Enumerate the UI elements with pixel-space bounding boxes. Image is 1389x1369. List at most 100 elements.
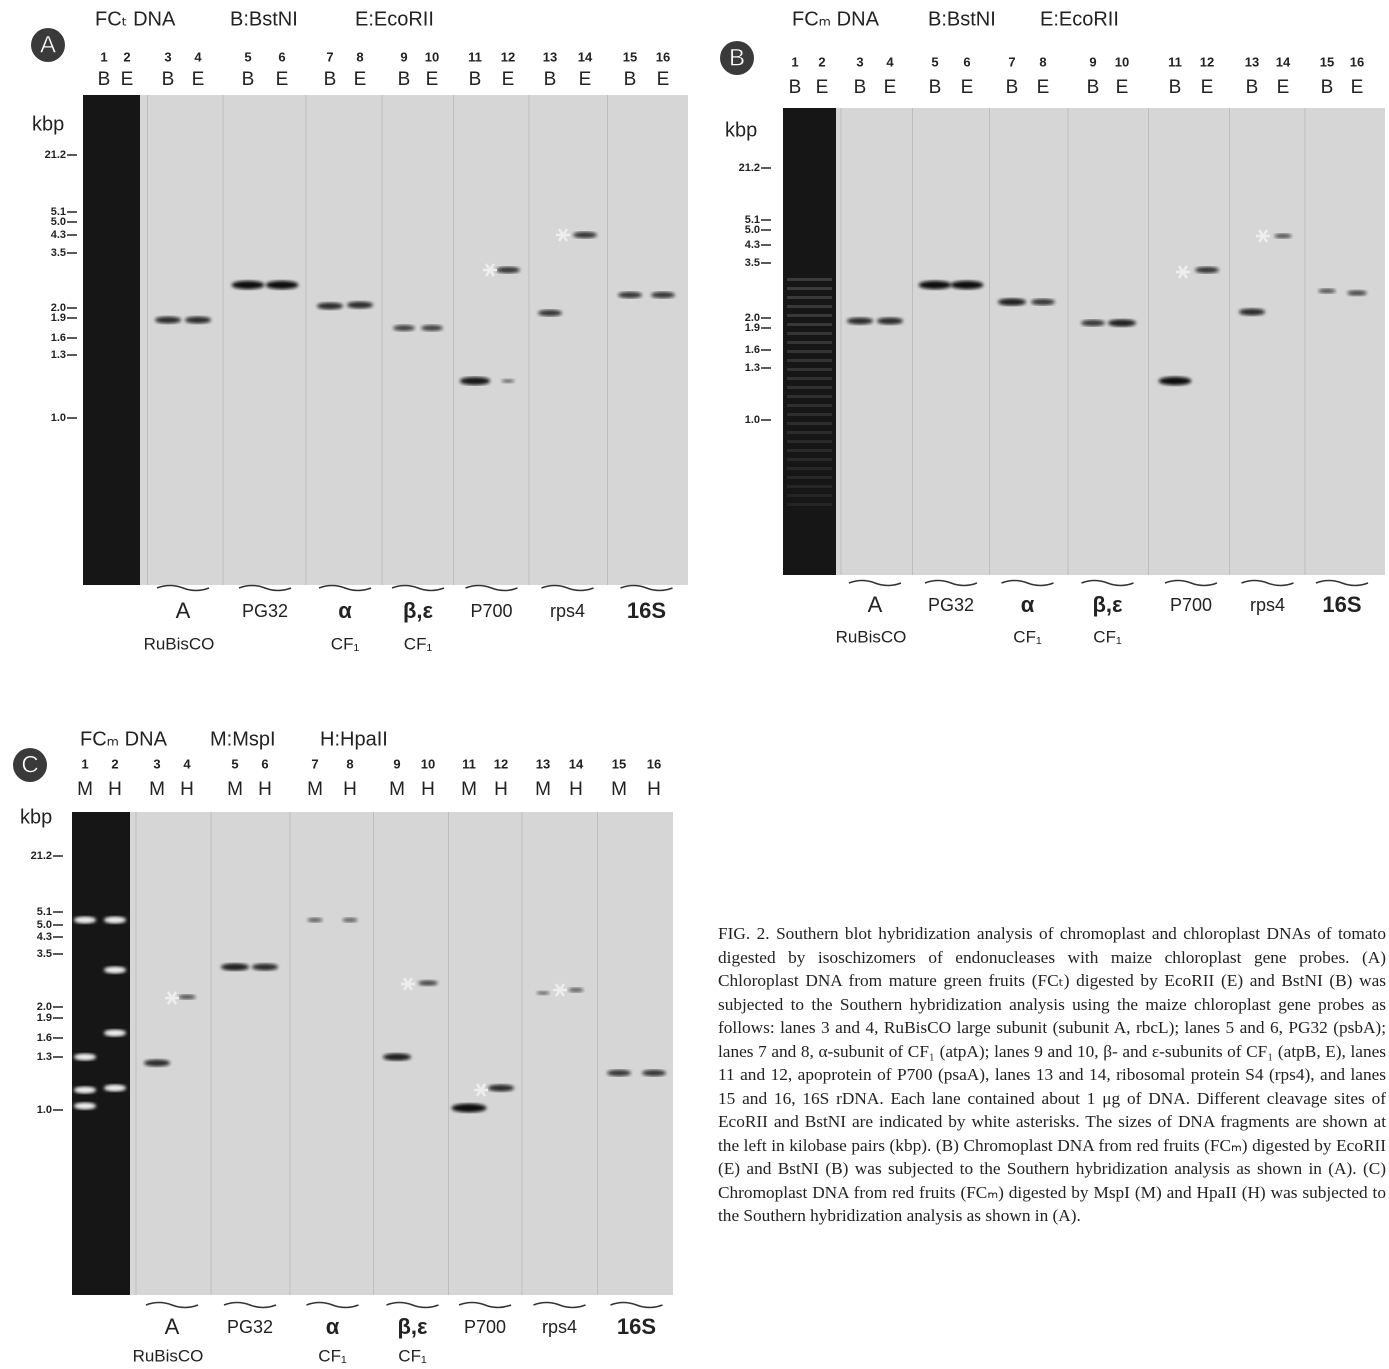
panel-label: B [729, 44, 745, 71]
lane-letter: M [77, 779, 93, 800]
gel [783, 108, 1385, 575]
probe-brace [466, 586, 518, 591]
lane-number: 14 [578, 49, 593, 64]
band [221, 963, 249, 971]
panel-label: A [40, 31, 56, 58]
band [266, 281, 299, 290]
probe-brace [146, 1303, 198, 1308]
lane-number: 7 [311, 756, 318, 771]
lane-letter: B [1321, 77, 1334, 98]
lane-letter: E [1351, 77, 1364, 98]
probe-sublabel: CF₁ [398, 1346, 427, 1365]
size-marker: 4.3 [51, 229, 66, 241]
smear-band [787, 332, 832, 335]
lane-number: 16 [1350, 54, 1364, 69]
lane-letter: B [398, 69, 411, 90]
probe-label: 16S [617, 1314, 656, 1339]
lane-letter: H [258, 779, 272, 800]
smear-band [787, 395, 832, 398]
band [347, 302, 373, 309]
smear-band [787, 305, 832, 308]
lane-letter: B [1087, 77, 1100, 98]
lane-number: 5 [231, 756, 238, 771]
marker-band [74, 917, 96, 924]
panel-header: B:BstNI [928, 8, 996, 30]
lane-letter: M [227, 779, 243, 800]
size-marker: 21.2 [739, 162, 760, 174]
page: AFCₜ DNAB:BstNIE:EcoRII1B2E3B4E5B6E7B8E9… [0, 0, 1389, 1369]
size-marker: 1.6 [51, 332, 66, 344]
lane-letter: B [789, 77, 802, 98]
probe-brace [307, 1303, 359, 1308]
band [998, 298, 1026, 306]
band [232, 281, 265, 290]
lane-letter: E [884, 77, 897, 98]
smear-band [787, 503, 832, 506]
band [488, 1085, 514, 1092]
lane-number: 9 [400, 49, 407, 64]
smear-band [787, 440, 832, 443]
lane-letter: B [1006, 77, 1019, 98]
lane-number: 10 [425, 49, 439, 64]
lane-number: 9 [1089, 54, 1096, 69]
size-marker: 1.3 [51, 349, 66, 361]
marker-lanes [72, 812, 130, 1295]
size-marker: 1.6 [745, 344, 760, 356]
marker-band [74, 1087, 96, 1094]
lane-letter: M [149, 779, 165, 800]
marker-lanes [83, 95, 140, 585]
smear-band [787, 422, 832, 425]
lane-number: 8 [356, 49, 363, 64]
lane-number: 1 [791, 54, 798, 69]
lane-number: 8 [346, 756, 353, 771]
band [618, 292, 642, 299]
probe-label: A [868, 592, 883, 617]
lane-letter: M [535, 779, 551, 800]
lane-number: 10 [1115, 54, 1129, 69]
smear-band [787, 386, 832, 389]
lane-number: 8 [1039, 54, 1046, 69]
lane-number: 4 [183, 756, 191, 771]
marker-band [104, 1085, 126, 1092]
lane-letter: M [461, 779, 477, 800]
probe-brace [392, 586, 444, 591]
band [538, 310, 562, 317]
lane-number: 16 [656, 49, 670, 64]
size-marker: 5.0 [745, 224, 760, 236]
probe-label: P700 [1170, 595, 1212, 615]
gel [83, 95, 688, 585]
lane-letter: E [276, 69, 289, 90]
marker-band [104, 917, 126, 924]
lane-number: 15 [1320, 54, 1334, 69]
size-marker: 1.3 [745, 362, 760, 374]
band [573, 232, 597, 239]
lane-letter: E [1037, 77, 1050, 98]
probe-sublabel: RuBisCO [133, 1346, 204, 1365]
lane-letter: E [121, 69, 134, 90]
size-marker: 1.0 [51, 412, 66, 424]
band [383, 1053, 411, 1061]
lane-letter: B [624, 69, 637, 90]
panel-header: M:MspI [210, 728, 276, 750]
probe-sublabel: RuBisCO [836, 627, 907, 646]
probe-brace [621, 586, 673, 591]
unit-label: kbp [725, 119, 757, 141]
probe-sublabel: RuBisCO [144, 634, 215, 653]
band [1318, 289, 1335, 294]
size-marker: 1.9 [51, 312, 66, 324]
band [1081, 320, 1105, 327]
lane-letter: E [961, 77, 974, 98]
lane-letter: M [611, 779, 627, 800]
lane-number: 4 [886, 54, 894, 69]
lane-number: 7 [326, 49, 333, 64]
smear-band [787, 485, 832, 488]
probe-label: 16S [1322, 592, 1361, 617]
band [1239, 309, 1265, 316]
panel-header: H:HpaII [320, 728, 388, 750]
probe-label: rps4 [542, 1317, 577, 1337]
band [308, 918, 323, 923]
size-marker: 5.0 [37, 919, 52, 931]
size-marker: 5.0 [51, 216, 66, 228]
band [185, 317, 211, 324]
probe-label: β,ε [398, 1314, 429, 1339]
